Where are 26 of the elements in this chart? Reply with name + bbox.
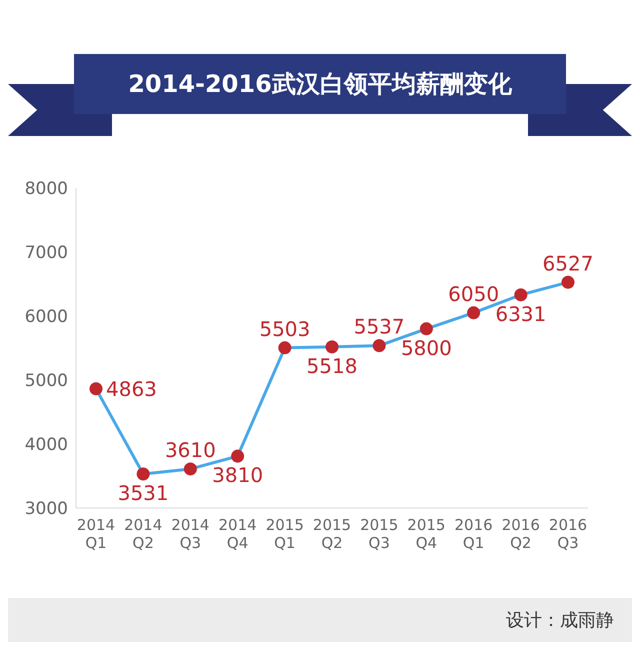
x-tick-label: 2014 Q2 xyxy=(124,516,162,552)
y-tick-label: 5000 xyxy=(24,371,68,392)
x-tick-label: 2016 Q2 xyxy=(502,516,540,552)
x-tick-label: 2015 Q1 xyxy=(266,516,304,552)
y-tick-label: 3000 xyxy=(24,499,68,520)
x-tick-label: 2014 Q3 xyxy=(171,516,210,552)
data-label: 4863 xyxy=(106,376,157,401)
y-tick-label: 7000 xyxy=(24,243,68,264)
x-tick-label: 2014 Q1 xyxy=(76,516,116,552)
data-label: 3810 xyxy=(212,463,264,488)
text: 设计：成雨静 xyxy=(506,609,614,632)
data-label: 3610 xyxy=(164,438,216,462)
y-tick-label: 6000 xyxy=(24,307,68,328)
data-label: 5503 xyxy=(259,316,310,341)
y-tick-label: 8000 xyxy=(24,179,68,200)
x-tick-label: 2015 Q4 xyxy=(407,516,446,552)
x-tick-label: 2015 Q3 xyxy=(360,516,398,552)
data-label: 3531 xyxy=(118,481,169,506)
x-tick-label: 2016 Q1 xyxy=(454,516,493,552)
x-tick-label: 2016 Q3 xyxy=(548,516,588,552)
data-label: 6527 xyxy=(542,251,594,276)
chart-title: 2014-2016武汉白领平均薪酬变化 xyxy=(74,54,566,114)
data-label: 5518 xyxy=(306,354,358,378)
y-tick-label: 4000 xyxy=(24,435,68,456)
x-tick-label: 2014 Q4 xyxy=(218,516,257,552)
x-tick-label: 2015 Q2 xyxy=(312,516,352,552)
